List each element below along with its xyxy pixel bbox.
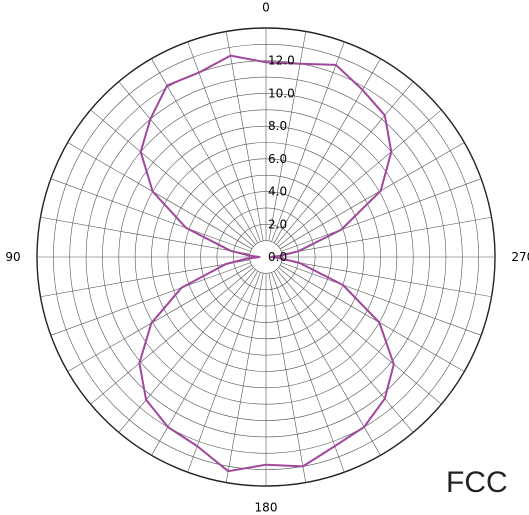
grid-spoke bbox=[268, 31, 307, 241]
grid-spoke bbox=[151, 58, 259, 243]
r-tick-label: 4.0 bbox=[268, 185, 287, 199]
grid-spoke bbox=[90, 109, 254, 247]
angle-label: 270 bbox=[511, 250, 529, 264]
grid-spoke bbox=[67, 142, 252, 250]
r-tick-label: 6.0 bbox=[268, 152, 287, 166]
corner-label: FCC bbox=[446, 466, 508, 499]
data-layer bbox=[138, 54, 395, 473]
r-tick-label: 0.0 bbox=[268, 250, 287, 264]
grid-spoke bbox=[282, 259, 492, 298]
grid-spoke bbox=[281, 262, 482, 336]
grid-spoke bbox=[281, 178, 482, 252]
grid-spoke bbox=[40, 259, 250, 298]
grid-spoke bbox=[278, 267, 442, 405]
r-tick-label: 10.0 bbox=[268, 86, 295, 100]
grid-spoke bbox=[276, 81, 414, 245]
polar-grid bbox=[36, 27, 496, 487]
grid-spoke bbox=[273, 271, 381, 456]
r-tick-label: 8.0 bbox=[268, 119, 287, 133]
grid-spoke bbox=[50, 262, 251, 336]
grid-spoke bbox=[225, 31, 264, 241]
r-tick-label: 2.0 bbox=[268, 217, 287, 231]
r-tick-label: 12.0 bbox=[268, 54, 295, 68]
grid-spoke bbox=[280, 264, 465, 372]
grid-spoke bbox=[280, 142, 465, 250]
grid-spoke bbox=[276, 269, 414, 433]
grid-spoke bbox=[50, 178, 251, 252]
grid-spoke bbox=[67, 264, 252, 372]
grid-spoke bbox=[225, 273, 264, 483]
grid-spoke bbox=[187, 272, 261, 473]
grid-spoke bbox=[118, 81, 256, 245]
grid-spoke bbox=[90, 267, 254, 405]
angle-label: 0 bbox=[262, 1, 270, 15]
grid-spoke bbox=[282, 216, 492, 255]
grid-spoke bbox=[271, 41, 345, 242]
grid-spoke bbox=[118, 269, 256, 433]
grid-spoke bbox=[271, 272, 345, 473]
grid-spoke bbox=[268, 273, 307, 483]
grid-spoke bbox=[187, 41, 261, 242]
label-layer: 0.0 2.0 4.0 6.0 8.0 10.0 12.0 0 90 180 270 bbox=[5, 1, 529, 515]
series-line bbox=[138, 54, 395, 473]
angle-label: 180 bbox=[255, 500, 278, 514]
grid-spoke bbox=[40, 216, 250, 255]
angle-label: 90 bbox=[5, 250, 20, 264]
grid-spoke bbox=[278, 109, 442, 247]
grid-spoke bbox=[151, 271, 259, 456]
